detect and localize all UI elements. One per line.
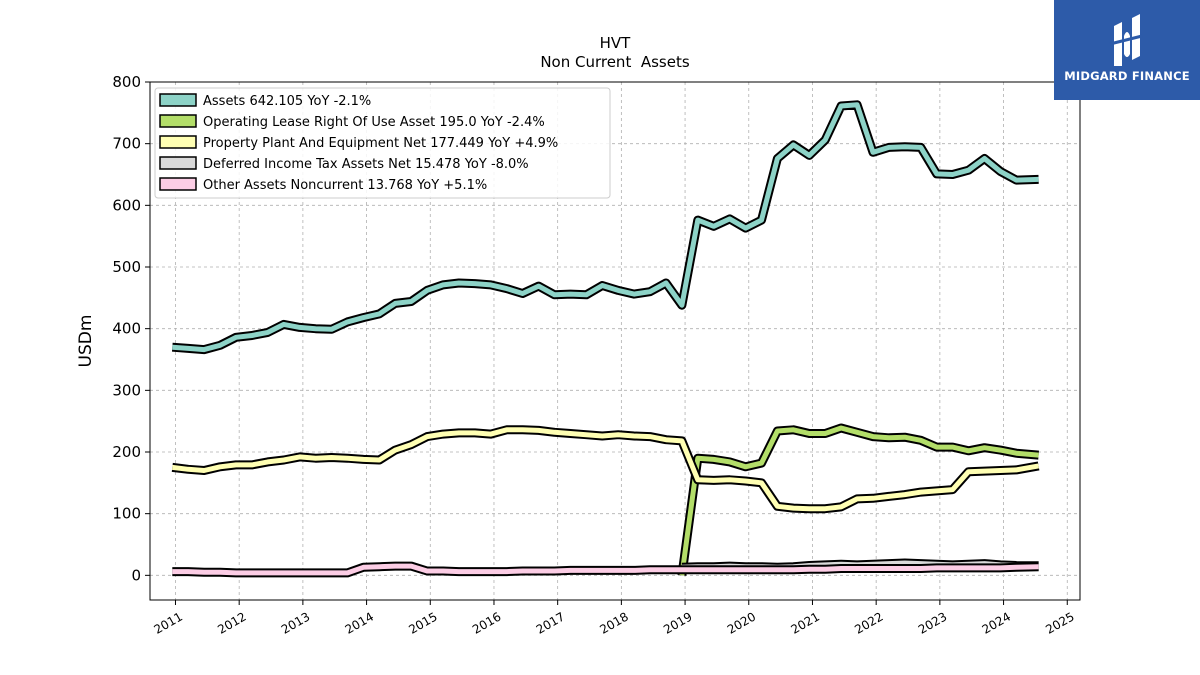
legend-swatch (159, 114, 197, 128)
brand-logo: MIDGARD FINANCE (1054, 0, 1200, 100)
y-tick-label: 200 (112, 443, 141, 461)
x-tick-label: 2016 (470, 609, 503, 636)
x-tick-label: 2022 (852, 609, 885, 636)
logo-text: MIDGARD FINANCE (1064, 69, 1190, 83)
x-tick-label: 2025 (1043, 609, 1076, 636)
y-tick-label: 400 (112, 320, 141, 338)
x-tick-label: 2014 (343, 609, 376, 636)
x-tick-label: 2017 (534, 609, 567, 636)
series-line (677, 423, 1039, 576)
series-line-fill (679, 425, 1039, 576)
x-tick-label: 2012 (215, 609, 248, 636)
series-line (171, 100, 1039, 355)
y-tick-label: 800 (112, 73, 141, 91)
legend-label: Deferred Income Tax Assets Net 15.478 Yo… (203, 157, 529, 172)
y-tick-label: 700 (112, 135, 141, 153)
y-tick-label: 0 (131, 566, 141, 584)
y-tick-label: 300 (112, 381, 141, 399)
series-line-fill (172, 427, 1040, 512)
x-tick-label: 2020 (725, 609, 758, 636)
x-tick-label: 2023 (916, 609, 949, 636)
chart-subtitle: Non Current Assets (540, 53, 690, 71)
y-tick-label: 500 (112, 258, 141, 276)
logo-mark-icon (1109, 14, 1143, 66)
x-tick-label: 2015 (406, 609, 439, 636)
legend-swatch (159, 156, 197, 170)
legend-label: Operating Lease Right Of Use Asset 195.0… (203, 115, 545, 130)
y-tick-label: 100 (112, 505, 141, 523)
x-tick-label: 2013 (279, 609, 312, 636)
plot-frame (149, 81, 1081, 601)
x-tick-label: 2018 (597, 609, 630, 636)
series-line (171, 425, 1040, 514)
x-tick-label: 2011 (152, 609, 185, 636)
legend-box (154, 87, 611, 199)
x-tick-label: 2024 (980, 609, 1013, 636)
series-line (172, 561, 1039, 578)
chart-title: HVT (600, 34, 632, 52)
legend-label: Other Assets Noncurrent 13.768 YoY +5.1% (203, 178, 487, 193)
series-line-fill (172, 102, 1039, 353)
legend-label: Property Plant And Equipment Net 177.449… (203, 136, 558, 151)
series-layer (171, 100, 1040, 578)
x-tick-label: 2019 (661, 609, 694, 636)
x-tick-label: 2021 (789, 609, 822, 636)
legend: Assets 642.105 YoY -2.1% Operating Lease … (154, 87, 611, 199)
legend-label: Assets 642.105 YoY -2.1% (203, 94, 371, 109)
series-line-fill (172, 563, 1039, 576)
legend-swatch (159, 135, 197, 149)
y-axis-label: USDm (76, 315, 96, 368)
legend-swatch (159, 177, 197, 191)
legend-swatch (159, 93, 197, 107)
y-tick-label: 600 (112, 196, 141, 214)
